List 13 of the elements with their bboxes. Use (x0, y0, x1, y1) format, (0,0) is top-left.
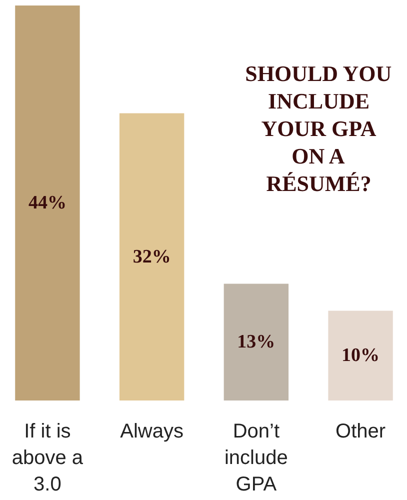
bar (15, 6, 80, 400)
bar (328, 310, 393, 400)
x-tick-label: Other (336, 420, 386, 442)
x-tick-label: Always (120, 420, 184, 442)
text: SHOULD YOU INCLUDE YOUR GPA ON A RÉSUMÉ? (245, 60, 392, 196)
x-tick-label: If it is above a 3.0 (12, 420, 84, 496)
data-label: 10% (342, 345, 380, 366)
bar (119, 113, 184, 400)
data-label: 32% (132, 246, 171, 268)
x-tick-label: Don’t include GPA (224, 420, 288, 496)
data-label: 13% (237, 332, 276, 353)
bar (224, 284, 289, 400)
data-label: 44% (28, 192, 66, 214)
